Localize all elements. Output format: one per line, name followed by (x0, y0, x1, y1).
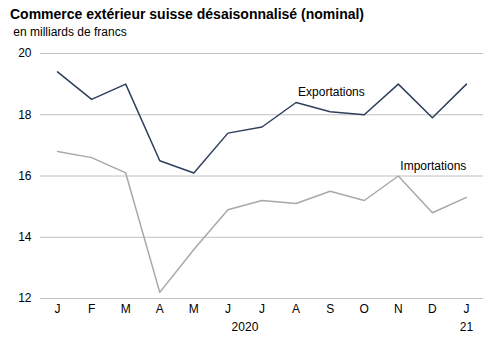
svg-text:Exportations: Exportations (298, 85, 365, 99)
svg-text:J: J (225, 302, 231, 316)
svg-text:14: 14 (18, 230, 32, 244)
svg-text:16: 16 (18, 169, 32, 183)
html-text:en milliards de francs: en milliards de francs (10, 25, 127, 39)
svg-text:J: J (55, 302, 61, 316)
svg-text:S: S (326, 302, 334, 316)
svg-text:O: O (360, 302, 369, 316)
svg-text:N: N (394, 302, 403, 316)
svg-text:Importations: Importations (400, 159, 466, 173)
svg-text:12: 12 (18, 291, 32, 305)
svg-text:20: 20 (18, 46, 32, 60)
svg-text:J: J (463, 302, 469, 316)
svg-text:M: M (189, 302, 199, 316)
svg-text:J: J (259, 302, 265, 316)
svg-text:F: F (88, 302, 95, 316)
svg-text:A: A (156, 302, 164, 316)
svg-text:21: 21 (460, 320, 474, 334)
svg-text:2020: 2020 (232, 320, 259, 334)
html-text:Commerce extérieur suisse désa: Commerce extérieur suisse désaisonnalisé… (10, 6, 364, 22)
svg-text:M: M (121, 302, 131, 316)
svg-text:D: D (428, 302, 437, 316)
svg-text:A: A (292, 302, 300, 316)
svg-text:18: 18 (18, 108, 32, 122)
